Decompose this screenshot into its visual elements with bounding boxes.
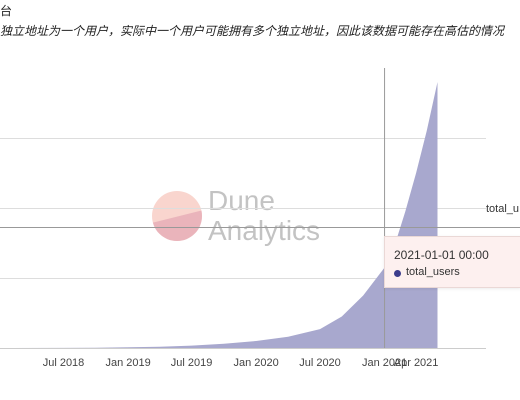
tooltip: 2021-01-01 00:00 total_users (384, 236, 520, 288)
x-tick-label: Jan 2021 (362, 357, 407, 369)
x-tick-label: Jul 2020 (299, 357, 341, 369)
chart-subtitle: 独立地址为一个用户，实际中一个用户可能拥有多个独立地址，因此该数据可能存在高估的… (0, 24, 505, 38)
legend-series-label: total_u (486, 203, 520, 215)
series-area-total-users[interactable] (10, 82, 438, 348)
tooltip-date: 2021-01-01 00:00 (394, 248, 489, 262)
x-tick-label: Apr 2021 (394, 357, 439, 369)
x-tick-label: Jan 2020 (233, 357, 278, 369)
x-tick-label: Jul 2019 (171, 357, 213, 369)
x-tick-label: Jul 2018 (43, 357, 85, 369)
x-axis-ticks: Jul 2018 Jan 2019 Jul 2019 Jan 2020 Jul 2020… (43, 357, 439, 369)
tooltip-series-dot (394, 270, 401, 277)
page-title: 台 (0, 4, 13, 18)
dune-logo-icon (152, 191, 202, 241)
tooltip-series-name: total_users (406, 266, 460, 278)
x-tick-label: Jan 2019 (105, 357, 150, 369)
watermark-text: Dune Analytics (208, 185, 321, 246)
